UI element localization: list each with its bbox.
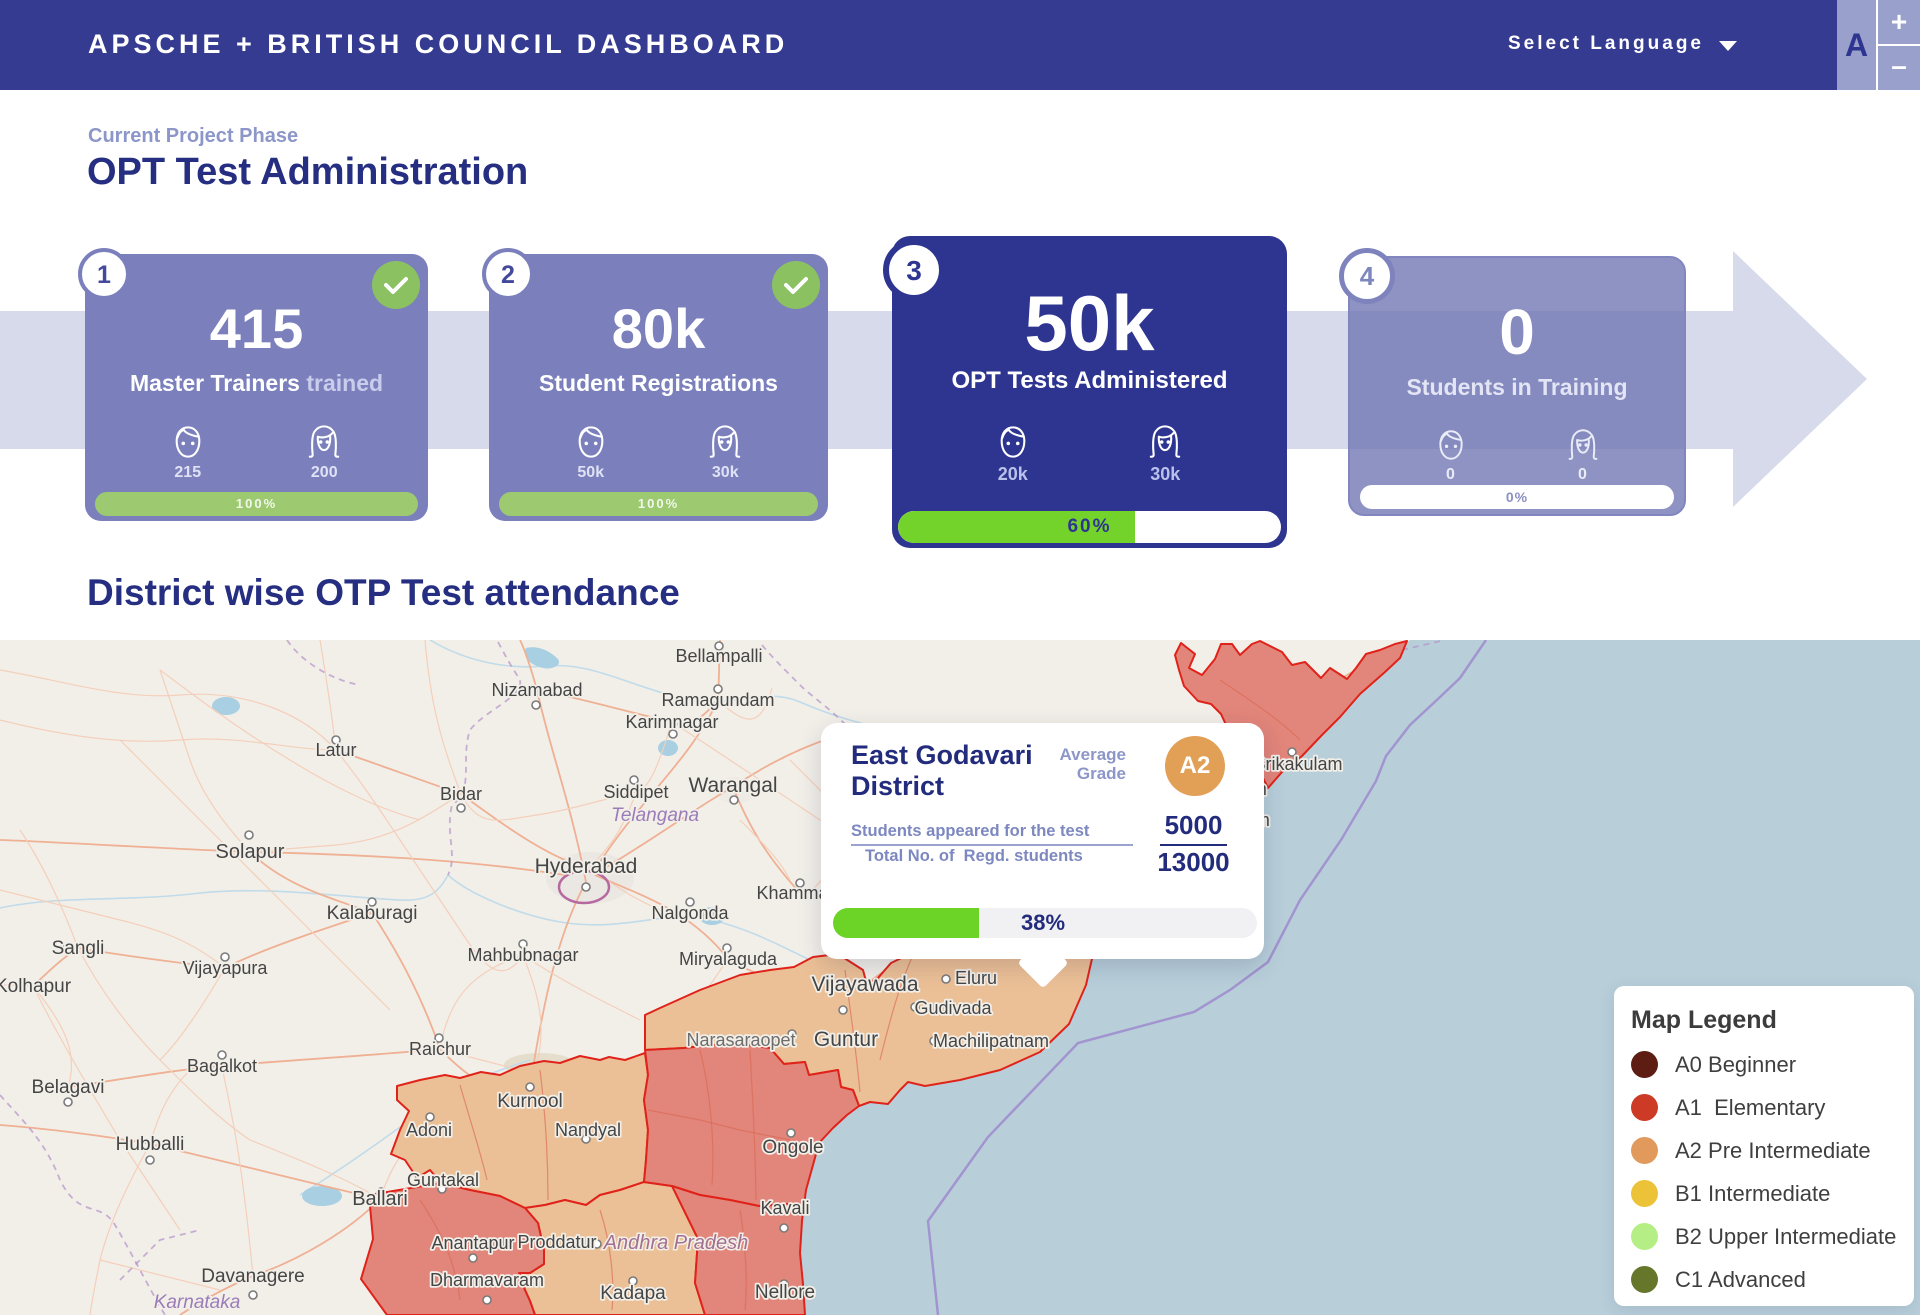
- svg-text:Narasaraopet: Narasaraopet: [686, 1030, 795, 1050]
- svg-text:Miryalaguda: Miryalaguda: [679, 949, 778, 969]
- svg-text:Warangal: Warangal: [688, 774, 777, 797]
- svg-text:Belagavi: Belagavi: [32, 1077, 105, 1098]
- svg-text:Eluru: Eluru: [955, 968, 997, 988]
- svg-text:Raichur: Raichur: [409, 1039, 471, 1059]
- svg-text:Hyderabad: Hyderabad: [535, 855, 638, 878]
- svg-text:Bagalkot: Bagalkot: [187, 1056, 257, 1076]
- svg-text:Gudivada: Gudivada: [914, 998, 992, 1018]
- svg-text:Srikakulam: Srikakulam: [1253, 754, 1342, 774]
- svg-text:Nandyal: Nandyal: [555, 1120, 621, 1140]
- svg-text:Nizamabad: Nizamabad: [491, 680, 582, 700]
- svg-text:Kolhapur: Kolhapur: [0, 976, 72, 997]
- svg-text:Karimnagar: Karimnagar: [625, 712, 718, 732]
- svg-text:Andhra Pradesh: Andhra Pradesh: [603, 1232, 749, 1254]
- svg-text:Latur: Latur: [315, 740, 356, 760]
- svg-text:Ballari: Ballari: [352, 1188, 408, 1210]
- svg-text:Bidar: Bidar: [440, 784, 482, 804]
- svg-text:Ongole: Ongole: [762, 1137, 823, 1158]
- svg-text:Kalaburagi: Kalaburagi: [327, 903, 418, 924]
- svg-text:Solapur: Solapur: [216, 841, 285, 863]
- svg-text:Siddipet: Siddipet: [603, 782, 668, 802]
- svg-text:Kadapa: Kadapa: [600, 1283, 666, 1304]
- svg-text:Adoni: Adoni: [406, 1120, 452, 1140]
- svg-text:Vijayapura: Vijayapura: [183, 958, 269, 978]
- svg-text:Karnataka: Karnataka: [154, 1292, 241, 1313]
- svg-text:Ramagundam: Ramagundam: [661, 690, 774, 710]
- svg-text:Dharmavaram: Dharmavaram: [430, 1270, 544, 1290]
- svg-text:Guntakal: Guntakal: [407, 1170, 479, 1190]
- svg-text:Vijayawada: Vijayawada: [811, 973, 918, 996]
- svg-text:Hubballi: Hubballi: [116, 1134, 185, 1155]
- svg-text:Nalgonda: Nalgonda: [651, 903, 729, 923]
- svg-text:Anantapur: Anantapur: [431, 1233, 514, 1253]
- svg-text:Bellampalli: Bellampalli: [675, 646, 762, 666]
- svg-text:Nellore: Nellore: [755, 1282, 815, 1303]
- svg-text:Sangli: Sangli: [52, 938, 105, 959]
- svg-text:Kurnool: Kurnool: [497, 1091, 563, 1112]
- svg-text:Kavali: Kavali: [760, 1198, 809, 1218]
- svg-text:Davanagere: Davanagere: [201, 1266, 305, 1287]
- svg-text:Telangana: Telangana: [611, 805, 699, 826]
- svg-text:Guntur: Guntur: [814, 1028, 878, 1051]
- svg-text:Proddatur: Proddatur: [517, 1232, 596, 1252]
- svg-text:Mahbubnagar: Mahbubnagar: [467, 945, 578, 965]
- svg-text:Machilipatnam: Machilipatnam: [933, 1031, 1049, 1051]
